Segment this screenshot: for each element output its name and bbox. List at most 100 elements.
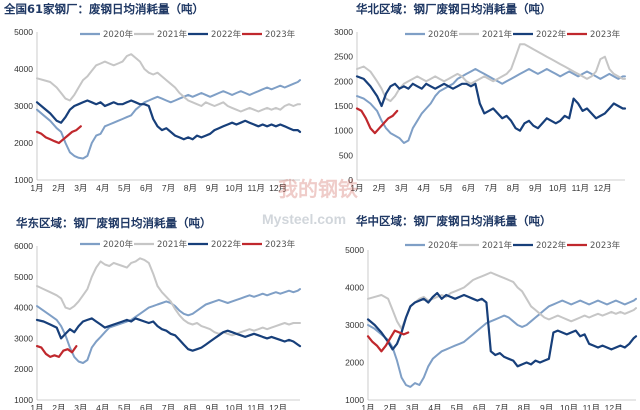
y-tick-label: 5000 <box>14 272 33 282</box>
y-tick-label: 5000 <box>345 245 364 255</box>
y-tick-label: 4000 <box>14 303 33 313</box>
x-tick-label: 1月 <box>350 183 363 193</box>
x-tick-label: 10月 <box>549 183 567 193</box>
x-tick-label: 8月 <box>518 403 531 410</box>
x-tick-label: 2月 <box>384 403 397 410</box>
y-tick-label: 2000 <box>334 76 353 86</box>
x-tick-label: 6月 <box>473 403 486 410</box>
chart-panel-1: 全国61家钢厂：废钢日均消耗量（吨） 1000 2000 3000 4000 5000 1月… <box>3 2 302 193</box>
x-tick-label: 11月 <box>572 183 589 193</box>
x-tick-label: 4月 <box>417 183 430 193</box>
x-tick-label: 5月 <box>118 403 131 410</box>
legend-label-2023: 2023年 <box>265 29 296 40</box>
series-line-2021 <box>36 257 301 337</box>
y-tick-label: 1000 <box>334 126 353 136</box>
legend-label-2020: 2020年 <box>428 29 459 40</box>
x-tick-label: 7月 <box>162 403 175 410</box>
legend-label-2021: 2021年 <box>157 239 188 250</box>
watermark: 我的钢铁 Mysteel.com <box>262 177 358 227</box>
legend-label-2023: 2023年 <box>590 240 621 251</box>
legend-label-2023: 2023年 <box>265 239 296 250</box>
x-tick-label: 3月 <box>406 403 419 410</box>
x-tick-label: 1月 <box>30 403 43 410</box>
legend-label-2022: 2022年 <box>536 240 567 251</box>
chart-panel-3: 华东区域：钢厂废钢日均消耗量（吨） 1000 2000 3000 4000 5000 600… <box>14 216 302 410</box>
watermark-cn: 我的钢铁 <box>278 177 358 201</box>
y-tick-label: 500 <box>339 150 353 160</box>
x-tick-label: 6月 <box>462 183 475 193</box>
x-tick-label: 10月 <box>560 403 578 410</box>
y-tick-label: 3000 <box>14 101 33 111</box>
legend-label-2021: 2021年 <box>482 29 513 40</box>
legend-label-2021: 2021年 <box>482 240 513 251</box>
x-tick-label: 11月 <box>248 183 265 193</box>
legend-label-2020: 2020年 <box>103 29 134 40</box>
y-tick-label: 4000 <box>345 283 364 293</box>
series-line-2021 <box>367 271 637 330</box>
y-tick-label: 0 <box>348 175 353 185</box>
series-line-2021 <box>356 43 626 103</box>
x-tick-label: 11月 <box>583 403 600 410</box>
y-tick-label: 1500 <box>334 101 353 111</box>
x-tick-label: 10月 <box>225 183 243 193</box>
y-tick-label: 2000 <box>14 138 33 148</box>
series-line-2022 <box>355 75 627 132</box>
legend-label-2022: 2022年 <box>211 29 242 40</box>
x-tick-label: 6月 <box>140 183 153 193</box>
x-tick-label: 2月 <box>373 183 386 193</box>
x-tick-label: 8月 <box>507 183 520 193</box>
chart-panels: 全国61家钢厂：废钢日均消耗量（吨）100020003000400050001月… <box>3 2 638 410</box>
x-tick-label: 9月 <box>206 403 219 410</box>
series-line-2020 <box>367 297 637 388</box>
x-tick-label: 11月 <box>248 403 265 410</box>
y-tick-label: 1000 <box>14 175 33 185</box>
x-tick-label: 8月 <box>184 183 197 193</box>
series-line-2023 <box>35 125 82 145</box>
y-tick-label: 4000 <box>14 64 33 74</box>
x-tick-label: 10月 <box>225 403 243 410</box>
chart-title: 全国61家钢厂：废钢日均消耗量（吨） <box>3 2 204 16</box>
x-tick-label: 4月 <box>428 403 441 410</box>
legend-label-2020: 2020年 <box>428 240 459 251</box>
x-tick-label: 6月 <box>140 403 153 410</box>
y-tick-label: 2000 <box>14 364 33 374</box>
chart-panel-2: 华北区域：钢厂废钢日均消耗量（吨） 0 500 1000 1500 2000 2500 300… <box>334 2 627 193</box>
x-tick-label: 12月 <box>594 183 612 193</box>
x-tick-label: 1月 <box>361 403 374 410</box>
y-tick-label: 5000 <box>14 27 33 37</box>
legend-label-2022: 2022年 <box>211 239 242 250</box>
legend-label-2021: 2021年 <box>157 29 188 40</box>
chart-title: 华北区域：钢厂废钢日均消耗量（吨） <box>356 2 552 16</box>
x-tick-label: 5月 <box>451 403 464 410</box>
x-tick-label: 8月 <box>184 403 197 410</box>
x-tick-label: 1月 <box>30 183 43 193</box>
y-tick-label: 2500 <box>334 52 353 62</box>
x-tick-label: 5月 <box>118 183 131 193</box>
x-tick-label: 7月 <box>484 183 497 193</box>
y-tick-label: 3000 <box>14 333 33 343</box>
x-tick-label: 2月 <box>52 183 65 193</box>
x-tick-label: 12月 <box>605 403 623 410</box>
series-line-2023 <box>366 329 410 353</box>
x-tick-label: 7月 <box>162 183 175 193</box>
x-tick-label: 3月 <box>74 403 87 410</box>
x-tick-label: 9月 <box>529 183 542 193</box>
watermark-en: Mysteel.com <box>262 211 346 227</box>
legend-label-2023: 2023年 <box>590 29 621 40</box>
x-tick-label: 7月 <box>495 403 508 410</box>
y-tick-label: 3000 <box>345 320 364 330</box>
series-line-2023 <box>35 345 78 358</box>
chart-title: 华东区域：钢厂废钢日均消耗量（吨） <box>16 216 212 230</box>
x-tick-label: 4月 <box>96 183 109 193</box>
x-tick-label: 9月 <box>206 183 219 193</box>
x-tick-label: 3月 <box>395 183 408 193</box>
series-line-2022 <box>35 99 302 141</box>
y-tick-label: 1000 <box>345 395 364 405</box>
series-line-2021 <box>36 53 301 113</box>
series-line-2020 <box>36 79 301 160</box>
y-tick-label: 2000 <box>345 358 364 368</box>
series-line-2022 <box>366 292 638 368</box>
chart-panel-4: 华中区域：钢厂废钢日均消耗量（吨） 1000 2000 3000 4000 5000 1月 2… <box>345 214 638 410</box>
chart-title: 华中区域：钢厂废钢日均消耗量（吨） <box>356 214 552 228</box>
